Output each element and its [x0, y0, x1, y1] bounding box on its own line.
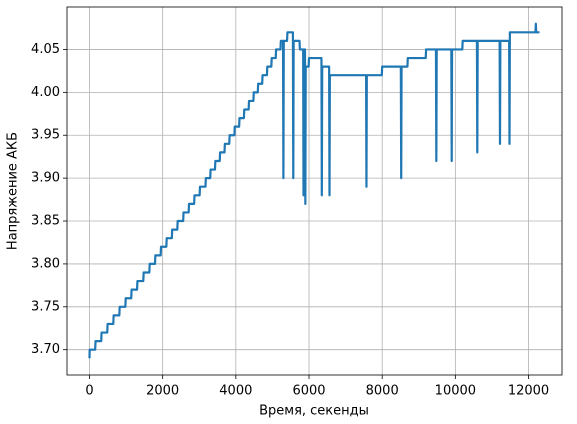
y-tick-label: 4.00: [31, 85, 60, 100]
x-tick-label: 8000: [366, 384, 399, 399]
y-tick-label: 3.90: [31, 171, 60, 186]
y-tick-label: 3.70: [31, 342, 60, 357]
x-tick-label: 0: [85, 384, 93, 399]
x-tick-label: 4000: [219, 384, 252, 399]
y-tick-label: 3.85: [31, 214, 60, 229]
y-tick-label: 3.80: [31, 256, 60, 271]
plot-frame: [66, 6, 563, 376]
x-axis-label: Время, секенды: [259, 404, 369, 419]
data-line: [88, 22, 540, 359]
x-tick-label: 10000: [435, 384, 476, 399]
x-tick-label: 6000: [292, 384, 325, 399]
y-tick-label: 3.95: [31, 128, 60, 143]
x-tick-label: 2000: [146, 384, 179, 399]
y-tick-label: 4.05: [31, 42, 60, 57]
x-tick-label: 12000: [508, 384, 549, 399]
y-axis-label: Напряжение АКБ: [6, 132, 21, 250]
y-tick-label: 3.75: [31, 299, 60, 314]
